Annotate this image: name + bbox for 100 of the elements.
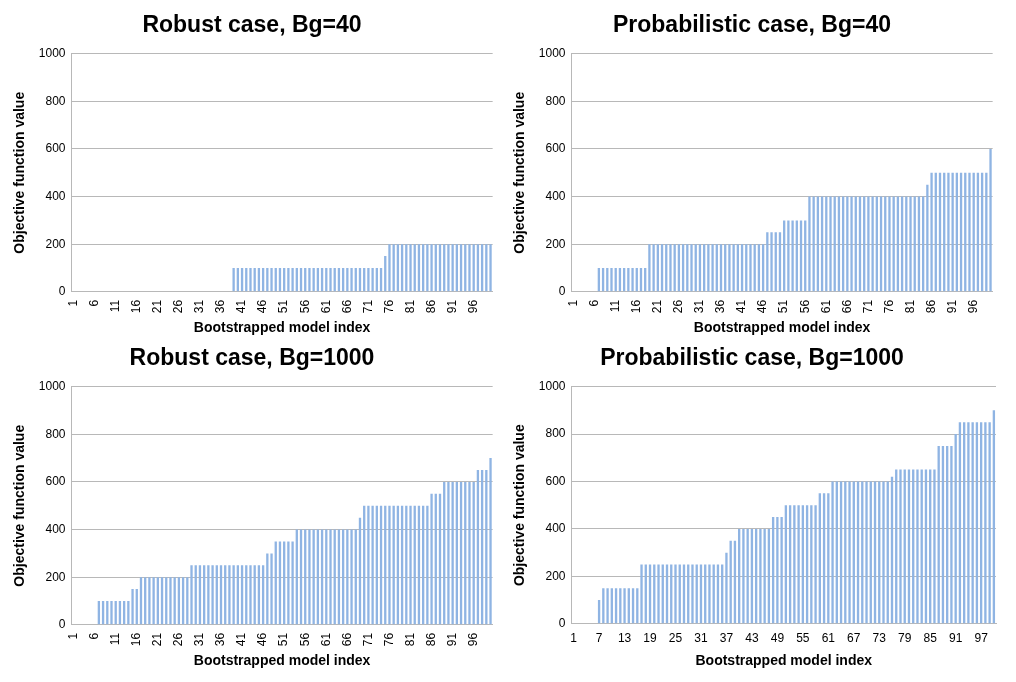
bar <box>350 268 353 292</box>
x-tick-label: 85 <box>923 631 938 646</box>
bar <box>610 268 613 292</box>
bar <box>346 529 349 625</box>
x-tick-label: 6 <box>86 632 101 640</box>
x-tick-label: 67 <box>847 631 861 646</box>
x-tick-label: 43 <box>745 631 759 646</box>
bar <box>169 577 172 625</box>
bar <box>989 148 992 292</box>
bar <box>657 564 660 624</box>
x-tick-label: 49 <box>770 631 785 646</box>
bar <box>409 244 412 292</box>
x-tick-label: 36 <box>713 299 728 314</box>
x-tick-label: 76 <box>381 632 396 647</box>
bar <box>468 481 471 625</box>
bar <box>791 220 794 292</box>
y-tick-label: 1000 <box>38 378 66 393</box>
y-tick-label: 1000 <box>38 45 66 60</box>
x-tick-label: 66 <box>339 632 354 647</box>
x-tick-label: 41 <box>734 299 749 314</box>
bar <box>447 244 450 292</box>
bar <box>984 422 987 624</box>
y-tick-label: 400 <box>545 188 566 203</box>
bar <box>749 244 752 292</box>
bar <box>848 481 851 624</box>
y-tick-label: 400 <box>45 188 66 203</box>
x-axis-title: Bootstrapped model index <box>193 319 371 336</box>
x-tick-label: 6 <box>86 299 101 307</box>
x-tick-label: 31 <box>694 631 708 646</box>
x-tick-label: 91 <box>444 299 459 314</box>
bar <box>708 564 711 624</box>
x-tick-label: 91 <box>948 631 963 646</box>
x-tick-label: 31 <box>192 299 207 314</box>
bar <box>489 244 492 292</box>
y-tick-label: 600 <box>45 474 66 489</box>
y-tick-label: 800 <box>545 426 566 441</box>
x-tick-label: 66 <box>839 299 854 314</box>
bar <box>312 529 315 625</box>
y-axis-title: Objective function value <box>11 91 28 254</box>
x-tick-label: 96 <box>466 632 481 647</box>
bar <box>916 469 919 624</box>
bar <box>691 564 694 624</box>
y-tick-label: 0 <box>58 617 66 632</box>
bar <box>711 244 714 292</box>
bar <box>652 244 655 292</box>
x-tick-label: 36 <box>213 299 228 314</box>
x-tick-label: 11 <box>108 632 123 646</box>
bar <box>810 505 813 624</box>
y-tick-label: 400 <box>545 521 566 536</box>
bar <box>950 445 953 624</box>
bar <box>291 541 294 625</box>
x-tick-label: 7 <box>595 631 603 646</box>
bar <box>346 268 349 292</box>
bar <box>270 553 273 625</box>
x-tick-label: 61 <box>318 632 333 647</box>
x-tick-label: 91 <box>444 632 459 647</box>
x-tick-label: 1 <box>65 632 80 640</box>
bar <box>669 244 672 292</box>
x-axis-title: Bootstrapped model index <box>193 652 371 669</box>
bar <box>933 469 936 624</box>
bar <box>489 458 492 625</box>
bar <box>968 172 971 292</box>
bar <box>746 528 749 624</box>
bar <box>329 529 332 625</box>
bar <box>787 220 790 292</box>
bar <box>951 172 954 292</box>
bar <box>211 565 214 625</box>
x-tick-label: 79 <box>898 631 912 646</box>
x-tick-label: 11 <box>608 299 623 313</box>
y-tick-label: 600 <box>545 141 566 156</box>
x-tick-label: 97 <box>974 631 989 646</box>
y-tick-label: 1000 <box>538 45 566 60</box>
bar <box>899 469 902 624</box>
x-tick-label: 46 <box>255 632 270 647</box>
x-tick-label: 1 <box>570 631 578 646</box>
bar <box>967 422 970 624</box>
bar <box>631 268 634 292</box>
x-tick-label: 71 <box>360 299 375 314</box>
bar <box>725 552 728 624</box>
bar <box>249 268 252 292</box>
y-tick-label: 0 <box>558 616 566 631</box>
x-tick-label: 71 <box>360 632 375 647</box>
bar <box>814 505 817 624</box>
y-tick-label: 200 <box>545 236 566 251</box>
x-tick-label: 96 <box>966 299 981 314</box>
bar <box>291 268 294 292</box>
x-axis-title: Bootstrapped model index <box>695 652 873 669</box>
y-tick-label: 1000 <box>538 378 566 393</box>
bar <box>447 481 450 625</box>
bar <box>232 565 235 625</box>
x-tick-label: 55 <box>796 631 810 646</box>
x-tick-label: 41 <box>234 632 249 647</box>
x-tick-label: 51 <box>276 299 291 314</box>
bar <box>409 505 412 625</box>
x-tick-label: 46 <box>755 299 770 314</box>
y-axis-title: Objective function value <box>511 91 528 254</box>
chart-title: Probabilistic case, Bg=40 <box>612 11 892 38</box>
x-tick-label: 81 <box>402 632 417 647</box>
y-tick-label: 0 <box>558 284 566 299</box>
y-tick-label: 200 <box>45 569 66 584</box>
